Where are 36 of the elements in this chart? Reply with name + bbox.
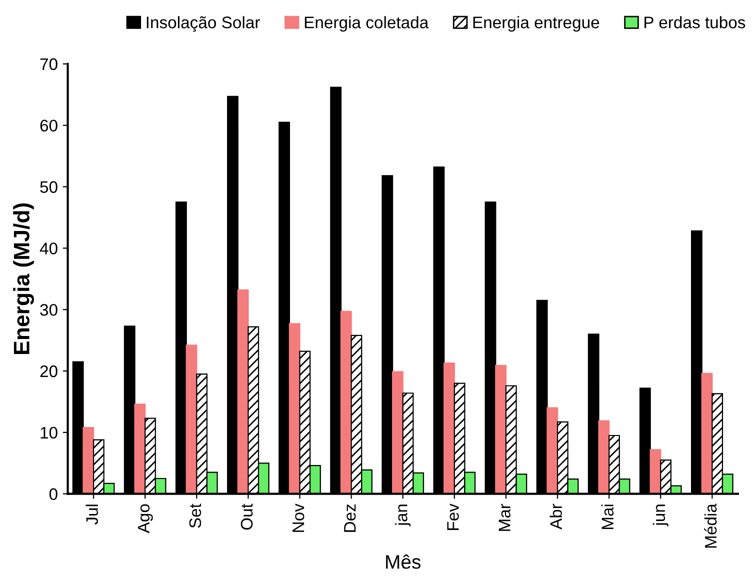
y-tick-label: 0 — [49, 488, 58, 500]
legend-label: P erdas tubos — [644, 16, 746, 28]
x-tick-label: Nov — [292, 504, 304, 532]
x-tick-label: jun — [652, 504, 668, 526]
y-tick-label: 20 — [40, 365, 58, 378]
bar — [650, 449, 662, 494]
bar — [598, 420, 610, 494]
y-tick-label: 60 — [40, 120, 58, 132]
legend-label: Insolação Solar — [146, 16, 260, 32]
x-tick-label: jan — [395, 504, 411, 526]
x-tick-label: Set — [189, 504, 202, 528]
x-axis-title: Mês — [386, 554, 421, 569]
x-tick-label: Mar — [498, 504, 510, 531]
x-tick-label: Dez — [344, 504, 356, 532]
x-tick-label: Ago — [138, 504, 153, 534]
x-tick-label: Fev — [447, 504, 459, 530]
bar — [546, 407, 558, 494]
x-tick-label: Abr — [550, 504, 562, 530]
legend-label: Energia coletada — [304, 16, 429, 32]
y-tick-label: 50 — [40, 181, 58, 193]
y-axis-title: Energia (MJ/d) — [13, 203, 34, 354]
x-tick-label: Média — [704, 504, 717, 548]
legend-label: Energia entregue — [473, 16, 600, 32]
bar — [495, 364, 507, 494]
x-tick-label: Out — [240, 504, 253, 530]
bar — [82, 426, 94, 494]
x-tick-label: Jul — [86, 504, 98, 525]
y-tick-label: 10 — [40, 426, 58, 439]
bar — [237, 289, 249, 494]
y-tick-label: 70 — [40, 58, 58, 70]
x-tick-label: Mai — [601, 504, 614, 530]
bar — [134, 404, 146, 494]
bar — [392, 371, 404, 494]
bar — [444, 362, 455, 494]
y-tick-label: 30 — [40, 304, 58, 316]
y-tick-label: 40 — [40, 242, 58, 254]
